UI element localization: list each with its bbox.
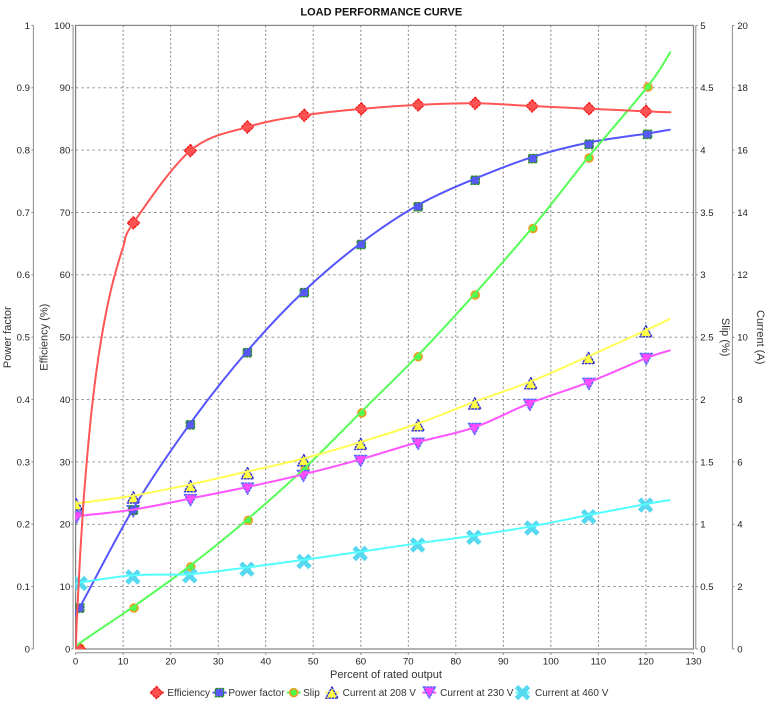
svg-text:0.6: 0.6	[17, 270, 30, 281]
svg-text:90: 90	[498, 657, 509, 668]
svg-text:2: 2	[700, 395, 705, 406]
svg-text:0: 0	[65, 644, 70, 655]
svg-text:3: 3	[700, 270, 705, 281]
svg-text:0.3: 0.3	[17, 457, 30, 468]
svg-text:60: 60	[355, 657, 366, 668]
svg-text:2.5: 2.5	[700, 333, 713, 344]
svg-text:110: 110	[591, 657, 606, 668]
svg-text:18: 18	[737, 83, 748, 94]
svg-text:0.2: 0.2	[17, 520, 30, 531]
svg-text:0.1: 0.1	[17, 582, 30, 593]
svg-text:0: 0	[73, 657, 78, 668]
svg-text:5: 5	[700, 21, 705, 32]
svg-text:130: 130	[685, 657, 701, 668]
svg-text:12: 12	[737, 270, 748, 281]
svg-text:70: 70	[60, 208, 71, 219]
svg-text:6: 6	[737, 457, 742, 468]
svg-text:2: 2	[737, 582, 742, 593]
svg-text:8: 8	[737, 395, 742, 406]
svg-text:0: 0	[700, 644, 705, 655]
svg-text:LOAD PERFORMANCE CURVE: LOAD PERFORMANCE CURVE	[300, 6, 462, 18]
svg-text:30: 30	[213, 657, 224, 668]
svg-text:Power factor: Power factor	[228, 688, 285, 699]
svg-text:40: 40	[260, 657, 271, 668]
svg-text:30: 30	[60, 457, 71, 468]
svg-text:20: 20	[60, 520, 71, 531]
svg-text:14: 14	[737, 208, 748, 219]
svg-text:1.5: 1.5	[700, 457, 713, 468]
svg-text:70: 70	[403, 657, 414, 668]
svg-text:Current at 208 V: Current at 208 V	[343, 688, 417, 699]
svg-text:0: 0	[25, 644, 30, 655]
svg-text:4: 4	[700, 146, 706, 157]
svg-text:3.5: 3.5	[700, 208, 713, 219]
svg-text:100: 100	[54, 21, 70, 32]
svg-text:Current (A): Current (A)	[754, 310, 766, 364]
svg-text:0.4: 0.4	[17, 395, 31, 406]
svg-text:0.8: 0.8	[17, 146, 30, 157]
svg-text:Efficiency: Efficiency	[167, 688, 210, 699]
svg-text:Slip (%): Slip (%)	[719, 318, 731, 357]
svg-text:20: 20	[165, 657, 176, 668]
svg-text:90: 90	[60, 83, 71, 94]
svg-text:60: 60	[60, 270, 71, 281]
svg-text:4: 4	[737, 520, 743, 531]
svg-text:0.5: 0.5	[700, 582, 713, 593]
svg-text:Current at 460 V: Current at 460 V	[535, 688, 609, 699]
svg-text:Efficiency (%): Efficiency (%)	[39, 304, 51, 371]
svg-text:10: 10	[118, 657, 129, 668]
svg-text:10: 10	[60, 582, 71, 593]
svg-text:4.5: 4.5	[700, 83, 713, 94]
svg-text:50: 50	[60, 333, 71, 344]
svg-text:80: 80	[450, 657, 461, 668]
svg-text:50: 50	[308, 657, 319, 668]
svg-text:1: 1	[25, 21, 30, 32]
svg-text:20: 20	[737, 21, 748, 32]
svg-text:Slip: Slip	[303, 688, 320, 699]
svg-text:1: 1	[700, 520, 705, 531]
svg-text:0.7: 0.7	[17, 208, 30, 219]
svg-text:100: 100	[543, 657, 559, 668]
svg-text:Current at 230 V: Current at 230 V	[440, 688, 514, 699]
svg-text:0.9: 0.9	[17, 83, 30, 94]
svg-text:0: 0	[737, 644, 742, 655]
svg-text:16: 16	[737, 146, 748, 157]
svg-text:120: 120	[638, 657, 654, 668]
svg-text:40: 40	[60, 395, 71, 406]
svg-text:Power factor: Power factor	[2, 306, 14, 368]
svg-text:0.5: 0.5	[17, 333, 30, 344]
svg-text:Percent of rated output: Percent of rated output	[330, 669, 442, 681]
svg-text:80: 80	[60, 146, 71, 157]
svg-text:10: 10	[737, 333, 748, 344]
